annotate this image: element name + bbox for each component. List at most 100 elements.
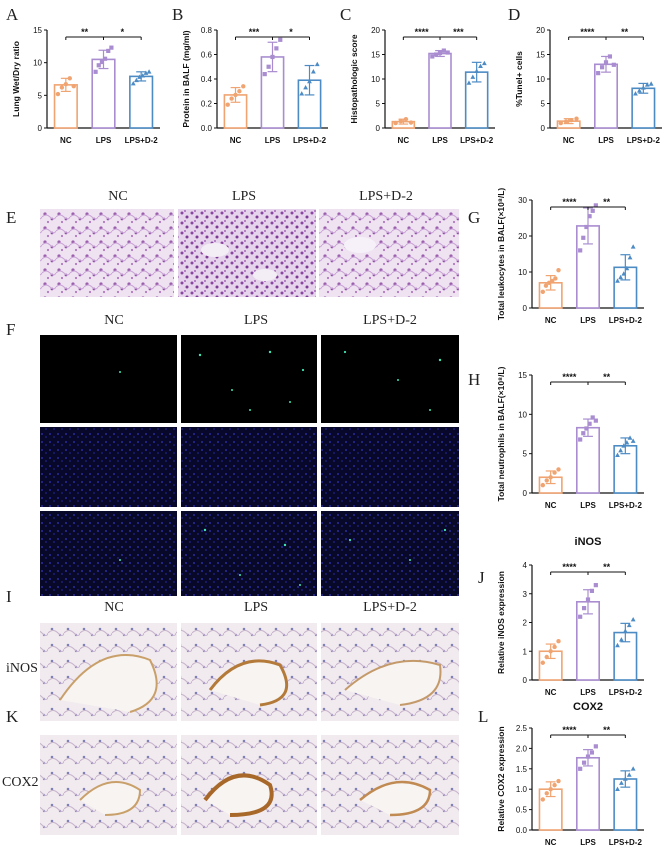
data-point xyxy=(540,482,546,488)
airway-lumen xyxy=(208,659,289,707)
data-point xyxy=(310,69,316,74)
bar xyxy=(91,58,116,129)
data-point xyxy=(434,52,439,57)
data-point xyxy=(430,54,435,59)
significance-label: **** xyxy=(562,725,577,735)
data-point xyxy=(63,82,69,87)
y-tick-label: 10 xyxy=(371,75,380,84)
data-point xyxy=(140,73,146,78)
tunel-green-lps xyxy=(181,335,317,423)
data-point xyxy=(225,102,230,107)
panel-letter-h: H xyxy=(468,370,480,389)
data-point xyxy=(615,786,620,791)
y-tick-label: 10 xyxy=(518,410,527,419)
data-point xyxy=(96,63,101,68)
data-point xyxy=(621,443,627,448)
category-label: LPS xyxy=(265,136,281,145)
panel-letter-d: D xyxy=(508,5,520,24)
data-point xyxy=(585,597,591,602)
panel-letter-c: C xyxy=(340,5,351,24)
y-tick-label: 0 xyxy=(541,124,546,133)
airway-lumen xyxy=(344,659,442,706)
significance-label: ** xyxy=(621,27,629,37)
y-tick-label: 1.0 xyxy=(516,785,528,794)
cond-label-lps-d2: LPS+D-2 xyxy=(363,313,417,328)
data-point xyxy=(270,54,275,60)
data-point xyxy=(408,120,414,125)
data-point xyxy=(633,91,638,96)
data-point xyxy=(556,778,561,784)
data-point xyxy=(627,255,633,260)
cond-label-nc: NC xyxy=(108,189,127,204)
significance-label: *** xyxy=(249,27,260,37)
chart-l-cox2: 0.0 0.5 1.0 1.5 2.0 2.5 Relative COX2 expressi… xyxy=(496,701,644,847)
data-point xyxy=(619,780,624,785)
category-label: LPS+D-2 xyxy=(627,136,661,145)
y-tick-label: 5 xyxy=(523,450,528,459)
panel-letter-f: F xyxy=(6,320,15,339)
significance-label: **** xyxy=(562,562,577,572)
category-label: NC xyxy=(545,688,557,697)
data-point xyxy=(574,116,579,121)
y-tick-label: 0 xyxy=(376,124,381,133)
category-label: NC xyxy=(545,501,557,510)
y-tick-label: 0.8 xyxy=(201,26,213,35)
data-point xyxy=(481,60,487,66)
significance-label: **** xyxy=(562,372,577,382)
data-point xyxy=(615,642,620,648)
category-label: NC xyxy=(60,136,72,145)
panel-letter-k: K xyxy=(6,707,19,726)
data-point xyxy=(262,72,267,77)
data-point xyxy=(581,760,587,765)
data-point xyxy=(587,421,592,426)
data-point xyxy=(437,50,443,56)
data-point xyxy=(99,59,105,65)
data-point xyxy=(233,92,238,98)
data-point xyxy=(615,278,620,283)
data-point xyxy=(445,50,450,55)
chart-title: COX2 xyxy=(573,701,603,713)
data-point xyxy=(59,85,65,90)
y-axis-label: Total neutrophils in BALF(×10⁸/L) xyxy=(496,366,506,501)
row-label-cox2: COX2 xyxy=(2,775,39,790)
data-point xyxy=(109,45,114,50)
merge-nc xyxy=(40,511,177,596)
data-point xyxy=(621,271,627,276)
panel-letter-e: E xyxy=(6,208,16,227)
y-tick-label: 2.0 xyxy=(516,744,528,753)
data-point xyxy=(266,64,271,69)
data-point xyxy=(556,268,561,273)
data-point xyxy=(622,628,628,633)
category-label: LPS xyxy=(432,136,448,145)
data-point xyxy=(106,48,111,54)
y-tick-label: 0.5 xyxy=(516,806,528,815)
cond-label-lps: LPS xyxy=(232,189,256,204)
category-label: LPS+D-2 xyxy=(609,316,643,325)
cond-label-lps: LPS xyxy=(244,313,268,328)
data-point xyxy=(548,475,553,480)
cond-label-lps: LPS xyxy=(244,600,268,615)
data-point xyxy=(143,70,149,75)
data-point xyxy=(552,644,557,650)
y-tick-label: 5 xyxy=(38,91,43,100)
panel-letter-i: I xyxy=(6,587,12,606)
data-point xyxy=(466,80,472,85)
y-tick-label: 20 xyxy=(536,26,545,35)
data-point xyxy=(474,68,480,73)
data-point xyxy=(578,248,583,253)
data-point xyxy=(548,649,553,654)
data-point xyxy=(630,617,636,622)
y-axis-label: Total leukocytes in BALF(×10⁸/L) xyxy=(496,188,506,321)
y-tick-label: 20 xyxy=(518,232,527,241)
data-point xyxy=(303,84,309,90)
category-label: LPS xyxy=(580,316,596,325)
data-point xyxy=(640,85,646,90)
y-tick-label: 0 xyxy=(523,489,528,498)
y-axis-label: Lung Wet/Dry ratio xyxy=(11,41,21,117)
panel-f-tunel: NC LPS LPS+D-2 xyxy=(40,313,459,596)
row-label-inos: iNOS xyxy=(6,661,38,676)
data-point xyxy=(589,750,595,755)
panel-i-k-ihc: NC LPS LPS+D-2 iNOS COX2 xyxy=(2,600,459,835)
